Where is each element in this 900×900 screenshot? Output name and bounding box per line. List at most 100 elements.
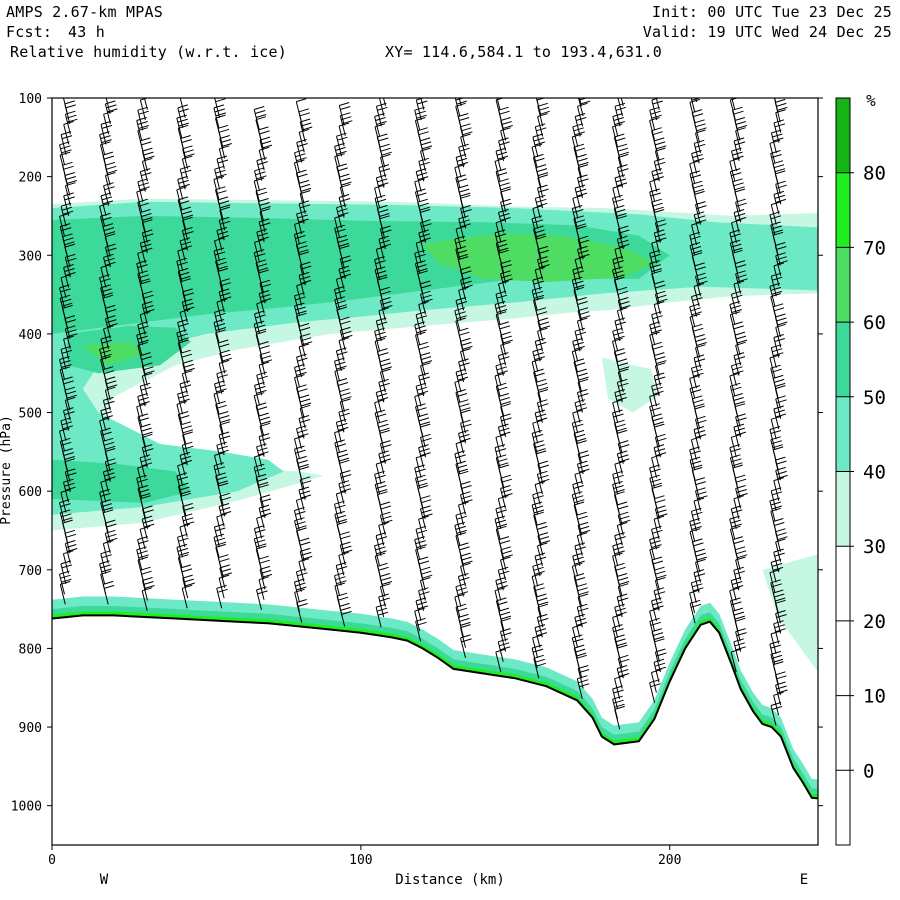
wind-barb — [578, 98, 582, 107]
wind-barb — [141, 157, 153, 182]
model-title: AMPS 2.67-km MPAS — [6, 3, 163, 21]
wind-barb — [577, 593, 589, 618]
wind-barb — [298, 486, 312, 511]
wind-barb — [495, 290, 508, 315]
wind-barb — [617, 368, 629, 393]
wind-barb — [296, 282, 307, 306]
wind-barb — [500, 117, 513, 141]
wind-barb — [612, 184, 623, 209]
wind-barb — [577, 378, 589, 403]
wind-barb — [770, 201, 782, 225]
wind-barb — [375, 389, 389, 413]
wind-barb — [338, 265, 352, 290]
wind-barb — [735, 341, 746, 366]
colorbar-segment — [836, 620, 850, 696]
wind-barb — [616, 307, 628, 331]
wind-barb — [102, 468, 116, 493]
wind-barb — [735, 270, 748, 294]
wind-barb — [295, 241, 309, 265]
wind-barb — [378, 450, 391, 475]
wind-barb — [654, 362, 666, 386]
wind-barb — [532, 419, 543, 444]
wind-barb — [654, 147, 666, 172]
wind-barb — [654, 219, 667, 243]
wind-barb — [181, 513, 195, 537]
wind-barb — [181, 584, 193, 609]
wind-barb — [735, 485, 748, 509]
wind-barb — [612, 470, 624, 495]
colorbar-segment — [836, 98, 850, 173]
forecast-hours: 43 h — [68, 23, 105, 41]
wind-barb — [775, 681, 788, 706]
wind-profile-3 — [176, 98, 195, 609]
wind-barb — [182, 574, 195, 599]
wind-barb — [775, 252, 788, 276]
wind-barb — [500, 188, 511, 213]
wind-profile-5 — [253, 106, 273, 611]
wind-barb — [614, 675, 625, 699]
wind-barb — [617, 511, 631, 536]
wind-barb — [415, 239, 427, 264]
wind-barb — [614, 603, 627, 628]
wind-barb — [214, 308, 226, 333]
wind-barb — [572, 552, 585, 577]
wind-barb — [613, 205, 627, 229]
wind-barb — [733, 638, 746, 662]
y-tick-label: 1000 — [11, 800, 42, 815]
wind-barb — [258, 576, 270, 600]
colorbar-label: 70 — [863, 237, 886, 259]
wind-barb — [616, 235, 630, 260]
ground-fill — [52, 615, 818, 845]
wind-barb — [63, 335, 74, 360]
wind-barb — [654, 290, 668, 315]
wind-barb — [63, 264, 76, 288]
y-tick-label: 300 — [19, 249, 42, 264]
wind-profile-0 — [59, 98, 78, 605]
wind-barb — [617, 583, 629, 607]
wind-barb — [298, 343, 310, 368]
wind-profile-8 — [374, 98, 393, 628]
wind-barb — [139, 525, 151, 550]
wind-barb — [617, 654, 630, 679]
wind-barb — [572, 481, 584, 505]
humidity-shading — [52, 198, 818, 799]
wind-barb — [64, 182, 76, 206]
wind-barb — [577, 307, 591, 331]
wind-barb — [537, 102, 550, 127]
wind-barb — [572, 337, 585, 362]
wind-barb — [693, 211, 707, 235]
x-tick-label: 100 — [349, 853, 372, 868]
wind-barb — [537, 317, 551, 342]
wind-barb — [177, 319, 189, 343]
wind-barb — [181, 155, 193, 180]
wind-barb — [378, 521, 389, 546]
wind-barb — [775, 323, 786, 348]
colorbar-label: 60 — [863, 312, 886, 334]
wind-barb — [60, 488, 72, 513]
wind-barb — [495, 505, 508, 530]
wind-barb — [651, 597, 664, 622]
wind-barb — [731, 219, 742, 243]
wind-barb — [299, 547, 313, 572]
wind-barb — [214, 451, 225, 476]
wind-barb — [497, 638, 511, 662]
wind-barb — [254, 310, 266, 335]
wind-barb — [534, 194, 548, 219]
colorbar-segment — [836, 695, 850, 771]
wind-barb — [339, 183, 351, 208]
wind-barb — [335, 490, 347, 515]
wind-barb — [179, 98, 186, 118]
wind-barb — [256, 443, 269, 467]
wind-barb — [294, 149, 307, 173]
wind-barb — [653, 515, 665, 540]
wind-barb — [64, 110, 78, 135]
wind-barb — [458, 429, 471, 454]
wind-barb — [773, 190, 787, 215]
wind-barb — [770, 558, 784, 583]
wind-barb — [614, 634, 627, 659]
wind-barb — [770, 702, 783, 726]
wind-barb — [218, 145, 230, 169]
wind-barb — [63, 478, 76, 503]
wind-barb — [689, 599, 702, 624]
wind-barb — [137, 536, 149, 560]
